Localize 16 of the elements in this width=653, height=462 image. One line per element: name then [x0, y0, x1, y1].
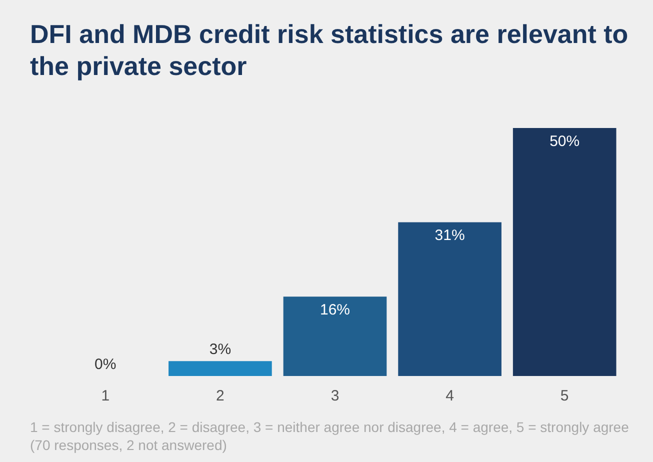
- data-label: 31%: [434, 227, 465, 244]
- data-label: 0%: [94, 356, 116, 373]
- x-tick-label: 4: [446, 388, 454, 404]
- chart-title: DFI and MDB credit risk statistics are relevant to the private sector: [30, 18, 630, 82]
- data-label: 50%: [550, 133, 580, 150]
- x-tick-label: 2: [216, 388, 224, 404]
- bar: [512, 128, 616, 376]
- text: 1 = strongly disagree, 2 = disagree, 3 = neither agree nor disagree, 4 = agree, 5 = strongly agree (70 responses, 2 not answered): [30, 418, 630, 454]
- x-tick-label: 3: [330, 388, 340, 404]
- bar: [168, 361, 272, 376]
- x-tick-label: 5: [560, 388, 569, 404]
- bar: [398, 222, 502, 376]
- bar: [283, 296, 387, 376]
- data-label: 16%: [320, 302, 350, 319]
- data-label: 3%: [209, 341, 232, 358]
- x-tick-label: 1: [101, 388, 110, 404]
